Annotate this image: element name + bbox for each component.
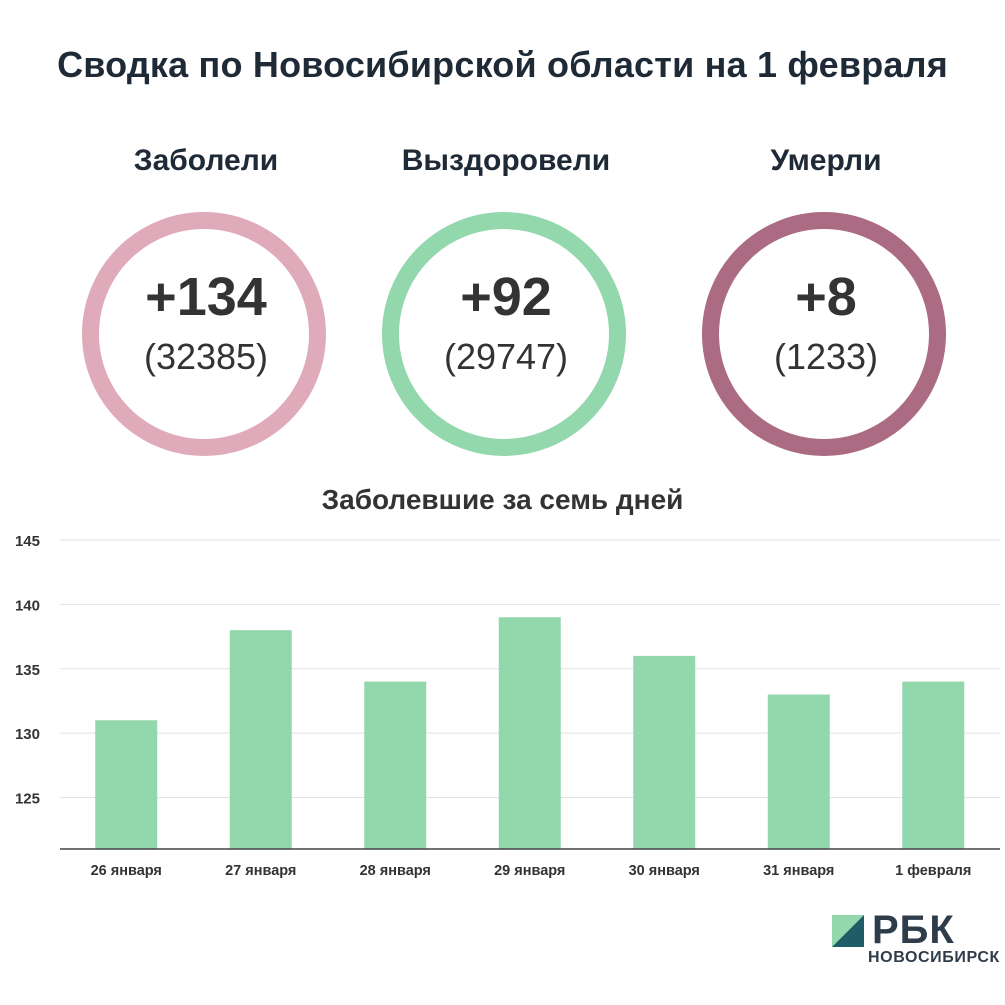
x-tick-label: 26 января: [91, 863, 162, 879]
logo-brand: РБК: [872, 908, 955, 952]
stat-label: Умерли: [770, 144, 882, 177]
x-tick-label: 29 января: [494, 863, 565, 879]
stat-delta: +92: [460, 267, 552, 327]
stat-died: Умерли +8 (1233): [676, 0, 976, 460]
stat-label: Выздоровели: [401, 144, 611, 177]
rbc-logo-mark-icon: [832, 915, 864, 947]
y-tick-label: 145: [15, 533, 40, 550]
y-tick-label: 125: [15, 791, 40, 808]
x-tick-label: 30 января: [629, 863, 700, 879]
page-title: Сводка по Новосибирской области на 1 фев…: [57, 44, 948, 85]
bar: [633, 655, 696, 849]
stat-ring: [382, 212, 626, 456]
x-tick-label: 28 января: [360, 863, 431, 879]
y-tick-label: 135: [15, 662, 40, 679]
bar: [767, 694, 830, 849]
bar: [498, 617, 561, 849]
x-tick-label: 27 января: [225, 863, 296, 879]
x-tick-label: 31 января: [763, 863, 834, 879]
stat-ring: [82, 212, 326, 456]
bar: [364, 681, 427, 849]
bar: [229, 630, 292, 849]
stat-ring: [702, 212, 946, 456]
logo-region: НОВОСИБИРСК: [868, 949, 1000, 966]
chart-title: Заболевшие за семь дней: [321, 484, 684, 515]
bar: [902, 681, 965, 849]
stat-total: (1233): [773, 336, 879, 377]
bar-chart: 125 130 135 140 145 26 января 27 января 28 янва…: [15, 533, 1000, 879]
stat-total: (32385): [143, 336, 269, 377]
stat-delta: +8: [795, 267, 857, 327]
stat-total: (29747): [443, 336, 569, 377]
x-tick-label: 1 февраля: [895, 863, 971, 879]
rbc-logo: РБК НОВОСИБИРСК: [832, 908, 1000, 975]
y-tick-label: 140: [15, 597, 40, 614]
y-tick-label: 130: [15, 726, 40, 743]
stat-label: Заболели: [133, 144, 279, 177]
stat-infected: Заболели +134 (32385): [56, 0, 356, 460]
stat-delta: +134: [145, 267, 267, 327]
bar: [95, 720, 158, 849]
stat-recovered: Выздоровели +92 (29747): [356, 0, 656, 460]
